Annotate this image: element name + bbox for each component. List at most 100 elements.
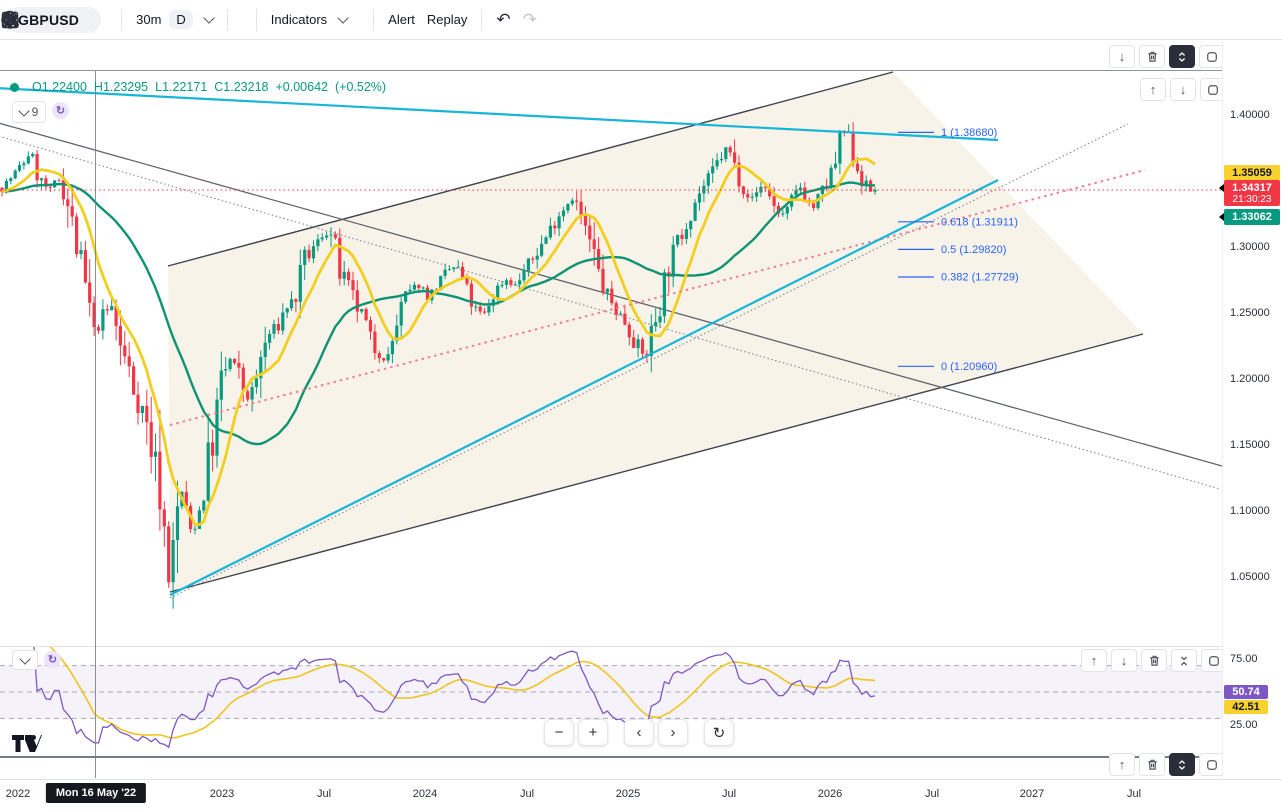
rising-channel-top-line[interactable] — [167, 71, 894, 267]
indicators-menu-button[interactable] — [333, 12, 353, 24]
interval-selected-label: D — [169, 10, 193, 29]
time-tick-label: 2023 — [209, 788, 235, 800]
pane-move-down-button[interactable]: ↓ — [1170, 78, 1196, 101]
indicators-button[interactable]: Indicators — [2, 10, 333, 28]
pane-maximize-button[interactable] — [1199, 45, 1225, 68]
rising-channel-fill[interactable] — [168, 72, 1143, 592]
rising-channel-bottom-line[interactable] — [169, 333, 1144, 593]
pane-move-down-button[interactable]: ↓ — [1109, 45, 1135, 68]
scroll-right-button[interactable]: › — [658, 719, 688, 746]
pane-separator[interactable] — [0, 70, 1282, 71]
interval-menu-button[interactable] — [199, 12, 219, 24]
price-tick-label: 1.40000 — [1230, 109, 1270, 121]
descending-trendline-dotted[interactable] — [0, 135, 1221, 490]
toolbar-divider — [373, 8, 375, 31]
zoom-out-button[interactable]: − — [544, 719, 574, 746]
price-pointer-icon — [1219, 184, 1224, 192]
price-axis[interactable]: 1.35059 1.34317 21:30:23 1.33062 50.74 4… — [1219, 41, 1282, 778]
interval-selected-button[interactable]: D — [167, 10, 198, 29]
arrow-up-icon: ↑ — [1149, 82, 1157, 97]
chevron-right-icon: › — [670, 724, 676, 741]
pane-delete-button[interactable] — [1139, 753, 1165, 776]
replay-button[interactable]: Replay — [3, 12, 473, 27]
time-tick-label: Jul — [316, 788, 332, 800]
legend-change: +0.00642 — [275, 80, 328, 94]
chevron-down-icon — [17, 104, 30, 117]
hidden-indicators-count: 9 — [31, 105, 39, 119]
legend-high: H1.23295 — [93, 80, 149, 94]
redo-button[interactable]: ↷ — [517, 11, 543, 28]
rsi-indicator-pane[interactable] — [0, 647, 1222, 756]
price-tick-label: 1.05000 — [1230, 571, 1270, 583]
trash-icon — [1149, 655, 1159, 666]
rsi-tick-label: 75.00 — [1230, 653, 1258, 665]
legend-collapse-button[interactable]: 9 — [12, 101, 46, 123]
chevron-down-icon — [203, 12, 215, 24]
time-tick-label: 2024 — [412, 788, 438, 800]
price-tick-label: 1.30000 — [1230, 241, 1270, 253]
time-tick-label: 2025 — [615, 788, 641, 800]
price-tick-label: 1.15000 — [1230, 439, 1270, 451]
ma-fast-line[interactable] — [1, 157, 876, 527]
rsi-line[interactable] — [2, 647, 876, 749]
pane-expand-button[interactable] — [1169, 45, 1195, 68]
descending-trendline-cyan[interactable] — [0, 87, 999, 142]
rsi-collapse-button[interactable] — [12, 650, 38, 670]
reset-icon: ↻ — [712, 724, 726, 742]
time-tick-label: 2022 — [5, 788, 31, 800]
pane-move-up-button[interactable]: ↑ — [1081, 649, 1107, 672]
plus-icon: + — [588, 724, 598, 741]
ma-fast-price-badge: 1.35059 — [1224, 165, 1280, 181]
ascending-trendline-pink[interactable] — [169, 169, 1146, 426]
pane-separator[interactable] — [0, 756, 1282, 758]
fib-level-label: 1 (1.38680) — [941, 127, 997, 139]
time-tick-label: Jul — [721, 788, 737, 800]
time-tick-label: Jul — [519, 788, 535, 800]
pane-move-down-button[interactable]: ↓ — [1111, 649, 1137, 672]
tradingview-logo[interactable] — [12, 735, 42, 752]
interval-quick-button[interactable]: 30m — [130, 12, 167, 27]
toolbar-divider — [121, 8, 123, 31]
series-marker-icon — [10, 82, 19, 92]
crosshair-date-badge: Mon 16 May '22 — [45, 783, 147, 803]
pane-delete-button[interactable] — [1139, 45, 1165, 68]
main-price-chart[interactable]: 1 (1.38680) 0.618 (1.31911) 0.5 (1.29820) 0… — [0, 71, 1222, 647]
price-tick-label: 1.20000 — [1230, 373, 1270, 385]
pane-collapse-button[interactable] — [1171, 649, 1197, 672]
pane-expand-button[interactable] — [1169, 753, 1195, 776]
sync-icon[interactable]: ↻ — [52, 102, 69, 119]
price-pointer-icon — [1219, 213, 1224, 221]
ma-slow-line[interactable] — [1, 181, 876, 446]
zoom-in-button[interactable]: + — [578, 719, 608, 746]
replay-icon — [3, 13, 17, 26]
chevron-down-icon — [19, 652, 31, 665]
pane-separator[interactable] — [0, 646, 1282, 647]
time-axis[interactable]: Mon 16 May '22 ⚙ 20222023Jul2024Jul2025J… — [0, 779, 1282, 810]
pane-maximize-button[interactable] — [1199, 753, 1225, 776]
rsi-tick-label: 25.00 — [1230, 719, 1258, 731]
descending-trendline-solid[interactable] — [0, 122, 1222, 467]
ascending-trendline-cyan[interactable] — [169, 179, 999, 596]
fib-level-label: 0.382 (1.27729) — [941, 272, 1019, 284]
rsi-sync-icon[interactable]: ↻ — [44, 651, 61, 668]
rsi-ma-line[interactable] — [2, 647, 876, 739]
alert-button[interactable]: Alert — [2, 10, 421, 28]
pane-delete-button[interactable] — [1141, 649, 1167, 672]
undo-button[interactable]: ↶ — [490, 11, 516, 28]
top-toolbar: GBPUSD 30m D — [0, 0, 1282, 40]
maximize-frame-icon — [1207, 759, 1217, 770]
rsi-value-badge: 50.74 — [1224, 685, 1268, 699]
symbol-name: GBPUSD — [18, 11, 80, 28]
bar-countdown: 21:30:23 — [1232, 194, 1272, 205]
pane-move-up-button[interactable]: ↑ — [1109, 753, 1135, 776]
bottom-pane-controls: ↑ — [1109, 753, 1225, 776]
pane-move-up-button[interactable]: ↑ — [1140, 78, 1166, 101]
reset-chart-button[interactable]: ↻ — [704, 719, 734, 746]
toolbar-divider — [481, 8, 483, 31]
fib-level-label: 0.618 (1.31911) — [941, 216, 1018, 228]
ma-slow-price-badge: 1.33062 — [1219, 209, 1280, 225]
scroll-left-button[interactable]: ‹ — [624, 719, 654, 746]
fib-level-label: 0 (1.20960) — [941, 361, 997, 373]
indicators-label: Indicators — [270, 12, 328, 27]
